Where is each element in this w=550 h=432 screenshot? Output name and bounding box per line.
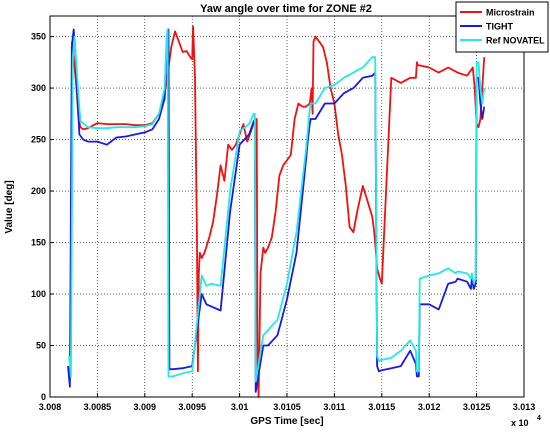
y-tick-label: 50 xyxy=(36,341,46,351)
x-axis-multiplier-exponent: 4 xyxy=(537,415,541,422)
y-tick-label: 200 xyxy=(31,186,46,196)
series-lines xyxy=(67,25,486,398)
x-tick-label: 3.0105 xyxy=(273,402,301,412)
y-axis-label: Value [deg] xyxy=(4,180,15,233)
x-tick-label: 3.011 xyxy=(323,402,345,412)
x-tick-label: 3.009 xyxy=(134,402,157,412)
x-tick-label: 3.013 xyxy=(513,402,536,412)
grid xyxy=(49,16,525,397)
x-tick-label: 3.0125 xyxy=(463,402,491,412)
chart-title: Yaw angle over time for ZONE #2 xyxy=(200,3,372,15)
x-tick-label: 3.01 xyxy=(231,402,249,412)
series-line-microstrain xyxy=(70,25,486,398)
y-tick-label: 300 xyxy=(31,83,46,93)
y-tick-label: 350 xyxy=(31,32,46,42)
x-tick-label: 3.0115 xyxy=(368,402,395,412)
y-tick-label: 0 xyxy=(41,392,46,402)
legend-label-tight: TIGHT xyxy=(486,22,513,32)
series-line-ref-novatel xyxy=(68,28,486,383)
y-tick-label: 250 xyxy=(31,135,46,145)
x-axis-multiplier-label: x 10 xyxy=(511,418,529,428)
y-tick-label: 150 xyxy=(31,238,46,248)
legend-label-microstrain: Microstrain xyxy=(486,8,535,18)
legend-label-ref-novatel: Ref NOVATEL xyxy=(486,36,545,46)
x-axis-label: GPS Time [sec] xyxy=(250,416,323,427)
x-tick-label: 3.012 xyxy=(418,402,441,412)
y-tick-label: 100 xyxy=(31,289,46,299)
series-line-tight xyxy=(67,28,486,393)
legend: Microstrain TIGHT Ref NOVATEL xyxy=(455,1,549,53)
x-tick-label: 3.0085 xyxy=(84,402,112,412)
x-tick-label: 3.008 xyxy=(39,402,62,412)
x-tick-label: 3.0095 xyxy=(178,402,206,412)
axis-ticks: 3.008 3.0085 3.009 3.0095 3.01 3.0105 3.011 3.0… xyxy=(31,32,535,412)
